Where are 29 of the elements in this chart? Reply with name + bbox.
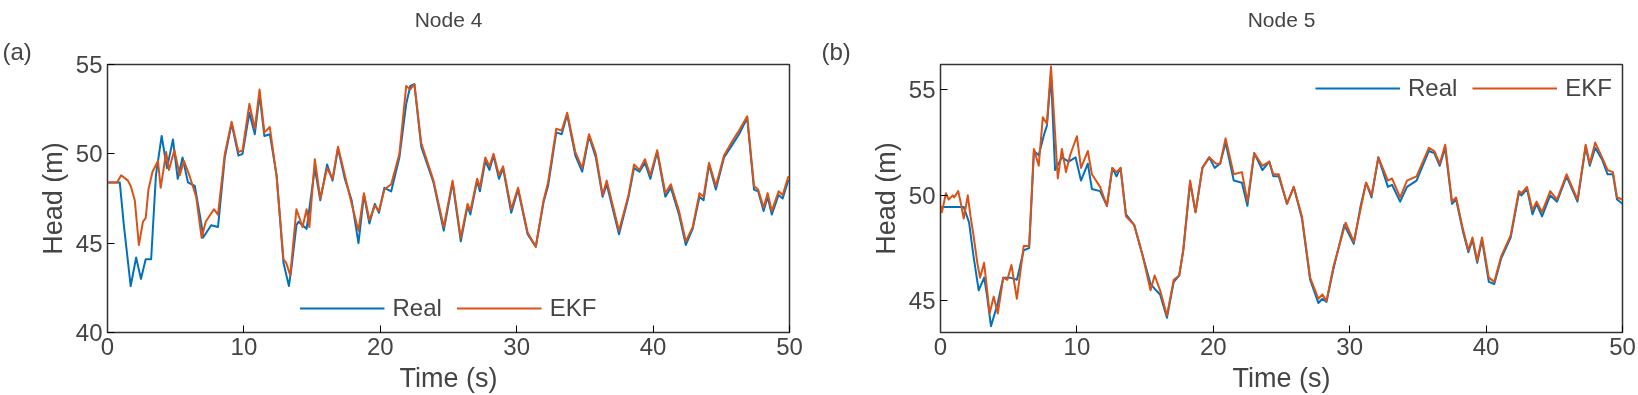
legend-label: Real	[392, 294, 442, 322]
y-tick-label: 50	[75, 140, 103, 168]
y-tick-label: 55	[908, 76, 936, 104]
y-tick-label: 45	[75, 229, 103, 257]
chart-title: Node 4	[414, 7, 483, 31]
x-tick-label: 30	[1336, 332, 1364, 360]
x-tick-label: 40	[639, 332, 667, 360]
y-tick-label: 50	[908, 181, 936, 209]
x-tick-label: 40	[1472, 332, 1500, 360]
text: (a)	[2, 37, 32, 65]
x-axis-title: Time (s)	[1232, 362, 1331, 393]
x-tick-label: 10	[230, 332, 258, 360]
x-tick-label: 0	[933, 332, 948, 360]
x-tick-label: 10	[1063, 332, 1091, 360]
text: (b)	[821, 37, 851, 65]
x-tick-label: 50	[1609, 332, 1636, 360]
x-tick-label: 30	[503, 332, 531, 360]
y-axis-title: Head (m)	[37, 142, 68, 255]
x-axis-title: Time (s)	[399, 362, 498, 393]
legend-label: Real	[1407, 74, 1458, 102]
y-tick-label: 55	[75, 51, 103, 78]
x-tick-label: 20	[1199, 332, 1227, 360]
x-tick-label: 50	[776, 332, 803, 360]
legend-label: EKF	[1565, 74, 1612, 102]
chart-title: Node 5	[1247, 7, 1316, 31]
x-tick-label: 20	[366, 332, 394, 360]
y-tick-label: 45	[908, 287, 936, 315]
y-axis-title: Head (m)	[870, 142, 901, 255]
legend-label: EKF	[549, 294, 597, 322]
